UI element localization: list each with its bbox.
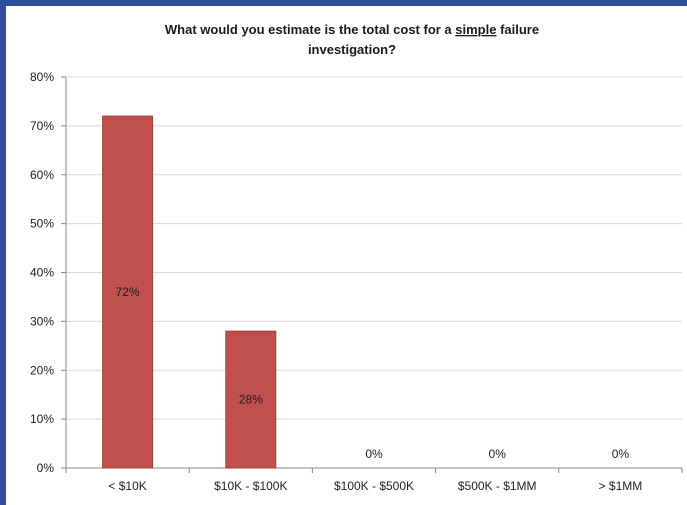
x-tick-label: > $1MM	[599, 479, 643, 493]
x-tick-label: < $10K	[108, 479, 146, 493]
chart-frame: What would you estimate is the total cos…	[6, 6, 687, 505]
bars	[102, 115, 277, 469]
bar-chart: What would you estimate is the total cos…	[30, 22, 683, 493]
data-label: 0%	[612, 447, 630, 461]
x-tick-label: $10K - $100K	[214, 479, 287, 493]
y-tick-label: 70%	[30, 119, 54, 133]
chart-title-line-1: What would you estimate is the total cos…	[165, 22, 539, 37]
y-tick-label: 0%	[37, 461, 55, 475]
y-tick-label: 80%	[30, 70, 54, 84]
chart-title-line-2: investigation?	[308, 42, 396, 57]
y-tick-label: 30%	[30, 314, 54, 328]
axes	[61, 76, 683, 473]
data-label: 72%	[116, 285, 140, 299]
title-segment: failure	[496, 22, 539, 37]
bar	[102, 115, 154, 469]
data-label: 0%	[489, 447, 507, 461]
title-segment: simple	[455, 22, 496, 37]
y-tick-label: 40%	[30, 266, 54, 280]
y-tick-label: 10%	[30, 412, 54, 426]
x-tick-label: $100K - $500K	[334, 479, 414, 493]
title-segment: What would you estimate is the total cos…	[165, 22, 455, 37]
x-tick-label: $500K - $1MM	[458, 479, 537, 493]
y-tick-label: 20%	[30, 363, 54, 377]
data-label: 28%	[239, 393, 263, 407]
y-tick-label: 50%	[30, 217, 54, 231]
labels: 0% 10% 20% 30% 40% 50% 60% 70% 80% 72% < $10K 28% $1…	[30, 70, 642, 493]
bar	[225, 330, 277, 469]
gridlines	[66, 76, 682, 420]
y-tick-label: 60%	[30, 168, 54, 182]
data-label: 0%	[365, 447, 383, 461]
